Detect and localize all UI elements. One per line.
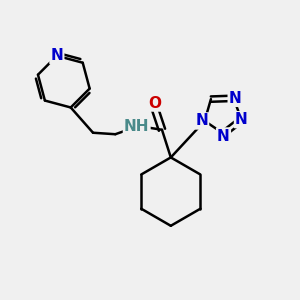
Text: N: N [195,113,208,128]
Text: N: N [229,91,242,106]
Text: NH: NH [124,119,149,134]
Text: N: N [50,48,63,63]
Text: N: N [217,128,230,143]
Text: O: O [148,95,161,110]
Text: N: N [235,112,248,127]
